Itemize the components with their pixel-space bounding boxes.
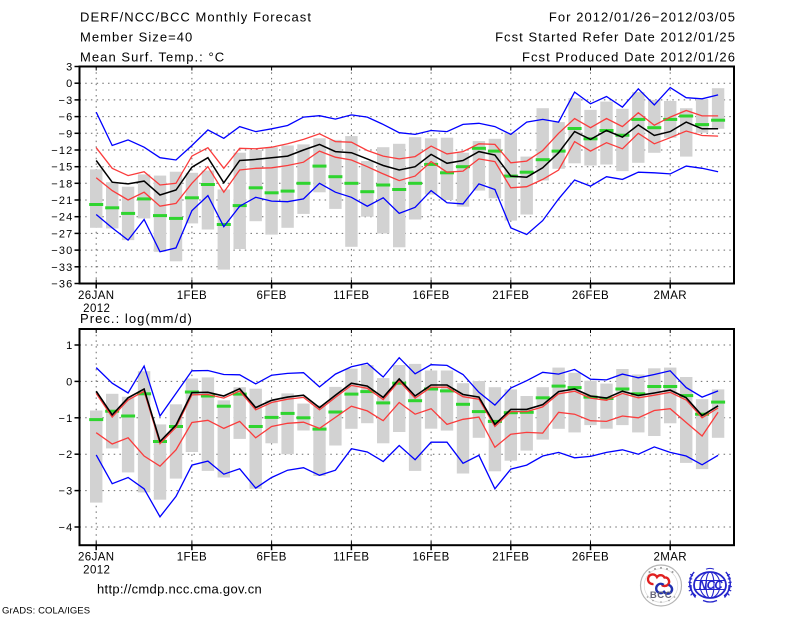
svg-text:−3: −3 — [59, 95, 74, 107]
svg-text:1FEB: 1FEB — [177, 552, 207, 564]
svg-text:Fcst Started Refer Date 2012/0: Fcst Started Refer Date 2012/01/25 — [495, 30, 736, 45]
svg-text:16FEB: 16FEB — [412, 290, 449, 302]
svg-text:0: 0 — [66, 78, 73, 90]
svg-text:21FEB: 21FEB — [492, 552, 529, 564]
svg-text:Member Size=40: Member Size=40 — [80, 30, 193, 45]
svg-text:11FEB: 11FEB — [333, 290, 369, 302]
svg-text:−15: −15 — [51, 162, 73, 174]
svg-text:3: 3 — [66, 62, 73, 74]
svg-text:For 2012/01/26−2012/03/05: For 2012/01/26−2012/03/05 — [549, 10, 736, 25]
svg-text:6FEB: 6FEB — [256, 552, 286, 564]
svg-text:−3: −3 — [59, 486, 74, 498]
svg-text:Fcst Produced Date 2012/01/26: Fcst Produced Date 2012/01/26 — [522, 50, 736, 65]
svg-text:−24: −24 — [51, 212, 73, 224]
svg-text:−18: −18 — [51, 178, 73, 190]
svg-text:DERF/NCC/BCC Monthly Forecast: DERF/NCC/BCC Monthly Forecast — [80, 10, 312, 25]
svg-text:2MAR: 2MAR — [653, 290, 687, 302]
svg-text:NCC: NCC — [699, 580, 724, 592]
svg-text:−6: −6 — [59, 112, 74, 124]
svg-text:−12: −12 — [51, 145, 73, 157]
svg-text:−36: −36 — [51, 278, 73, 290]
svg-text:Mean Surf. Temp.: °C: Mean Surf. Temp.: °C — [80, 50, 225, 65]
svg-text:−4: −4 — [59, 522, 74, 534]
svg-text:26FEB: 26FEB — [572, 290, 609, 302]
svg-text:21FEB: 21FEB — [492, 290, 529, 302]
svg-text:−27: −27 — [51, 228, 73, 240]
svg-text:GrADS: COLA/IGES: GrADS: COLA/IGES — [2, 606, 90, 617]
svg-text:http://cmdp.ncc.cma.gov.cn: http://cmdp.ncc.cma.gov.cn — [97, 582, 262, 597]
svg-text:26JAN: 26JAN — [78, 552, 115, 564]
svg-text:2012: 2012 — [83, 303, 110, 315]
svg-text:−21: −21 — [51, 195, 73, 207]
svg-text:16FEB: 16FEB — [412, 552, 449, 564]
svg-text:1: 1 — [66, 340, 73, 352]
svg-text:−2: −2 — [59, 449, 74, 461]
svg-text:11FEB: 11FEB — [333, 552, 369, 564]
svg-text:Prec.: log(mm/d): Prec.: log(mm/d) — [80, 311, 193, 326]
svg-text:26JAN: 26JAN — [78, 290, 115, 302]
svg-text:6FEB: 6FEB — [256, 290, 286, 302]
svg-text:−9: −9 — [59, 128, 74, 140]
svg-text:26FEB: 26FEB — [572, 552, 609, 564]
svg-text:−30: −30 — [51, 245, 73, 257]
svg-text:2MAR: 2MAR — [653, 552, 687, 564]
svg-text:0: 0 — [66, 376, 73, 388]
svg-text:2012: 2012 — [83, 565, 110, 577]
svg-text:−1: −1 — [59, 413, 74, 425]
svg-text:1FEB: 1FEB — [177, 290, 207, 302]
svg-text:BCC: BCC — [650, 590, 672, 601]
svg-text:−33: −33 — [51, 262, 73, 274]
